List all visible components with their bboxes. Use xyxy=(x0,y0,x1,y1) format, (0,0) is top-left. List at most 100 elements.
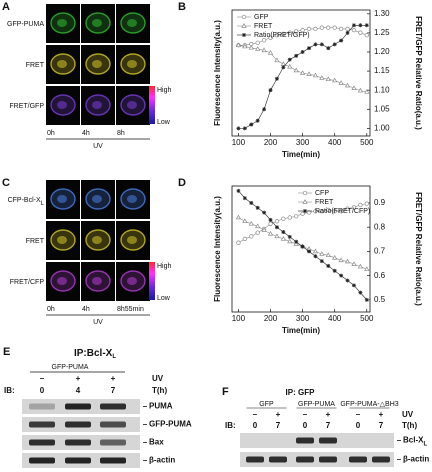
colorbar xyxy=(149,86,155,124)
point xyxy=(364,88,370,94)
time-value: 7 xyxy=(276,421,281,430)
point xyxy=(236,188,241,193)
point xyxy=(332,268,337,273)
colorbar-label: High xyxy=(157,87,172,94)
nucleus xyxy=(57,101,67,109)
x-tick-label: 400 xyxy=(328,138,342,147)
point xyxy=(358,30,363,35)
point xyxy=(326,263,331,268)
legend-marker xyxy=(241,14,247,20)
y2-tick-label: 1.25 xyxy=(374,28,390,37)
row-label: CFP-Bcl-XL xyxy=(8,197,45,207)
point xyxy=(255,46,261,51)
legend-marker xyxy=(302,199,308,204)
x-tick-label: 100 xyxy=(232,138,246,147)
nucleus xyxy=(57,19,67,27)
point xyxy=(294,29,299,34)
point xyxy=(261,47,267,53)
band xyxy=(372,456,390,463)
y2-tick-label: 1.00 xyxy=(374,123,390,132)
point xyxy=(235,42,242,48)
point xyxy=(338,26,344,32)
point xyxy=(236,126,241,131)
point xyxy=(268,217,273,222)
point xyxy=(312,248,319,254)
point xyxy=(300,211,305,216)
time-label: T(h) xyxy=(152,386,167,395)
plot-frame xyxy=(231,185,371,313)
point xyxy=(351,23,356,28)
band xyxy=(349,456,367,463)
ib-label: IB: xyxy=(225,421,236,430)
point xyxy=(274,57,280,63)
panel-letter: D xyxy=(178,177,186,189)
colorbar xyxy=(149,262,155,300)
point xyxy=(307,46,312,51)
point xyxy=(242,126,247,131)
point xyxy=(332,42,337,47)
nucleus xyxy=(127,101,137,109)
blot-title-subscript: L xyxy=(112,354,116,360)
x-tick-label: 300 xyxy=(296,138,310,147)
group-label: GFP-PUMA-△BH3 xyxy=(340,401,398,408)
band-label: Bcl-XL xyxy=(403,436,427,447)
point xyxy=(262,107,267,112)
band xyxy=(246,456,264,463)
band xyxy=(65,403,91,410)
y2-tick-label: 1.10 xyxy=(374,85,390,94)
nucleus xyxy=(92,101,102,109)
blot-title-text: IP:Bcl-X xyxy=(74,348,113,359)
legend-label: Ratio(FRET/CFP) xyxy=(315,208,370,215)
y2-tick-label: 0.7 xyxy=(374,247,386,256)
panel-letter: F xyxy=(222,386,229,398)
band xyxy=(269,456,287,463)
point xyxy=(339,273,344,278)
nucleus xyxy=(127,277,137,285)
point xyxy=(319,251,325,256)
y2-tick-label: 1.30 xyxy=(374,9,390,18)
point xyxy=(267,230,274,236)
nucleus xyxy=(57,236,67,244)
nucleus xyxy=(57,277,67,285)
point xyxy=(287,30,292,35)
band-label: β-actin xyxy=(149,456,175,465)
band xyxy=(296,437,314,444)
point xyxy=(344,82,351,88)
point xyxy=(306,210,312,215)
x-axis-title: Time(min) xyxy=(282,326,320,335)
nucleus xyxy=(127,60,137,68)
nucleus xyxy=(127,236,137,244)
band xyxy=(29,421,55,428)
band-label: PUMA xyxy=(149,402,173,411)
point xyxy=(364,266,370,271)
point xyxy=(249,200,254,205)
point xyxy=(255,223,261,229)
uv-label: UV xyxy=(152,374,164,383)
point xyxy=(280,235,286,241)
row-label: FRET xyxy=(26,62,45,69)
group-label: GFP-PUMA xyxy=(298,401,335,408)
band-label-subscript: L xyxy=(423,441,427,447)
band xyxy=(65,457,91,464)
point xyxy=(332,25,337,30)
blot-title: IP: GFP xyxy=(286,388,316,397)
point xyxy=(261,227,267,232)
band xyxy=(65,439,91,446)
time-value: 0 xyxy=(303,421,308,430)
y2-tick-label: 0.5 xyxy=(374,295,386,304)
band xyxy=(319,456,337,463)
point xyxy=(326,207,331,213)
band xyxy=(29,403,55,410)
point xyxy=(274,33,280,38)
legend-label: FRET xyxy=(315,199,334,206)
band xyxy=(100,421,126,428)
time-value: 4 xyxy=(76,386,81,395)
row-label-subscript: L xyxy=(41,201,45,207)
point xyxy=(300,244,305,249)
row-label: FRET/GFP xyxy=(9,103,44,110)
uv-sign: – xyxy=(303,410,308,419)
nucleus xyxy=(127,19,137,27)
point xyxy=(357,263,363,269)
nucleus xyxy=(92,236,102,244)
point xyxy=(300,50,305,54)
